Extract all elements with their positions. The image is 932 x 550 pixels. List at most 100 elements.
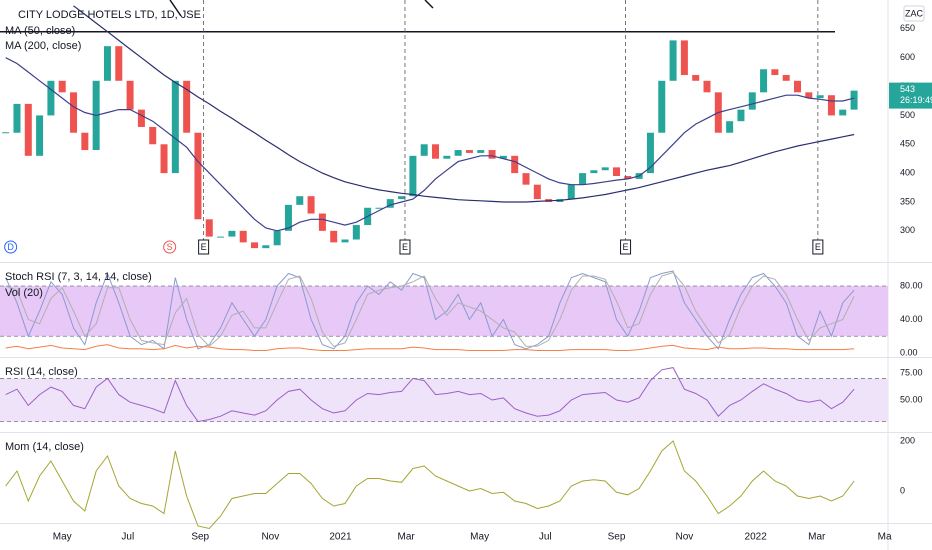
candle — [2, 132, 10, 134]
series-line — [5, 272, 855, 347]
x-tick-label: May — [53, 532, 72, 543]
legend-entry: MA (200, close) — [5, 40, 81, 52]
candle — [590, 170, 598, 174]
candle — [103, 46, 111, 81]
candle — [601, 167, 609, 171]
candle — [126, 80, 134, 110]
x-tick-label: Nov — [261, 532, 279, 543]
candle — [680, 40, 688, 76]
candle — [149, 126, 157, 145]
series-line — [5, 270, 855, 350]
candle — [183, 80, 191, 133]
y-tick-label: 650 — [900, 23, 915, 33]
candle — [330, 230, 338, 243]
countdown: 26:19:49 — [900, 95, 932, 105]
candle — [47, 80, 55, 116]
event-marker — [4, 240, 18, 254]
price-label-box — [889, 82, 932, 109]
x-tick-label: Nov — [675, 532, 693, 543]
y-tick-label: 300 — [900, 225, 915, 235]
last-price: 543 — [900, 84, 915, 94]
candle — [646, 132, 654, 174]
candle — [703, 80, 711, 93]
candle — [613, 167, 621, 177]
event-label: E — [201, 242, 207, 252]
candle — [318, 213, 326, 231]
y-tick-label: 200 — [900, 435, 915, 445]
candle — [341, 239, 349, 243]
candle — [454, 150, 462, 156]
candle — [794, 80, 802, 93]
y-tick-label: 400 — [900, 168, 915, 178]
candle — [251, 242, 259, 249]
candle — [273, 230, 281, 246]
event-label: E — [402, 242, 408, 252]
candle — [58, 80, 66, 93]
candle — [24, 103, 32, 156]
x-tick-label: May — [470, 532, 489, 543]
y-tick-label: 50.00 — [900, 394, 923, 404]
candle — [533, 184, 541, 200]
candle — [284, 204, 292, 231]
x-tick-label: 2021 — [329, 532, 352, 543]
candle — [782, 75, 790, 81]
currency-box[interactable] — [903, 5, 925, 22]
x-tick-label: 2022 — [745, 532, 768, 543]
pane-title: Stoch RSI (7, 3, 14, 14, close) — [5, 271, 152, 283]
candle — [816, 95, 824, 99]
y-tick-label: 75.00 — [900, 367, 923, 377]
candle — [477, 150, 485, 153]
event-box — [198, 239, 210, 255]
candle — [307, 196, 315, 214]
event-box — [399, 239, 411, 255]
candle — [726, 121, 734, 133]
candle — [160, 144, 168, 174]
series-line — [5, 440, 855, 530]
candle — [375, 207, 383, 209]
event-label: S — [167, 242, 173, 252]
candle — [36, 115, 44, 156]
y-tick-label: 80.00 — [900, 280, 923, 290]
candle — [737, 109, 745, 122]
x-tick-label: Mar — [808, 532, 826, 543]
candle — [81, 132, 89, 151]
candle — [70, 92, 78, 133]
candle — [567, 184, 575, 200]
candle — [432, 144, 440, 159]
event-marker — [163, 240, 177, 254]
candle — [205, 219, 213, 237]
event-label: E — [815, 242, 821, 252]
candle — [386, 199, 394, 208]
candle — [827, 95, 835, 116]
y-tick-label: 450 — [900, 139, 915, 149]
candle — [13, 103, 21, 133]
x-tick-label: Mar — [397, 532, 415, 543]
candle — [748, 92, 756, 110]
candle — [217, 236, 225, 238]
x-tick-label: Jul — [539, 532, 552, 543]
candle — [115, 46, 123, 81]
series-line — [5, 367, 855, 423]
currency: ZAC — [905, 8, 924, 18]
candle — [194, 132, 202, 220]
candle — [850, 90, 858, 110]
candle — [839, 109, 847, 116]
candle — [352, 225, 360, 240]
candle — [239, 230, 247, 243]
y-tick-label: 500 — [900, 110, 915, 120]
candle — [409, 155, 417, 197]
event-label: D — [7, 242, 14, 252]
candle — [579, 173, 587, 185]
pane-title: RSI (14, close) — [5, 366, 78, 378]
x-tick-label: Ma — [878, 532, 892, 543]
band — [0, 378, 888, 422]
candle — [771, 69, 779, 76]
candle — [171, 80, 179, 174]
candle — [262, 245, 270, 249]
candle — [624, 176, 632, 179]
series-line — [5, 57, 855, 232]
candle — [522, 173, 530, 185]
drawing — [424, 0, 434, 9]
chart-title: CITY LODGE HOTELS LTD, 1D, JSE — [18, 9, 201, 21]
